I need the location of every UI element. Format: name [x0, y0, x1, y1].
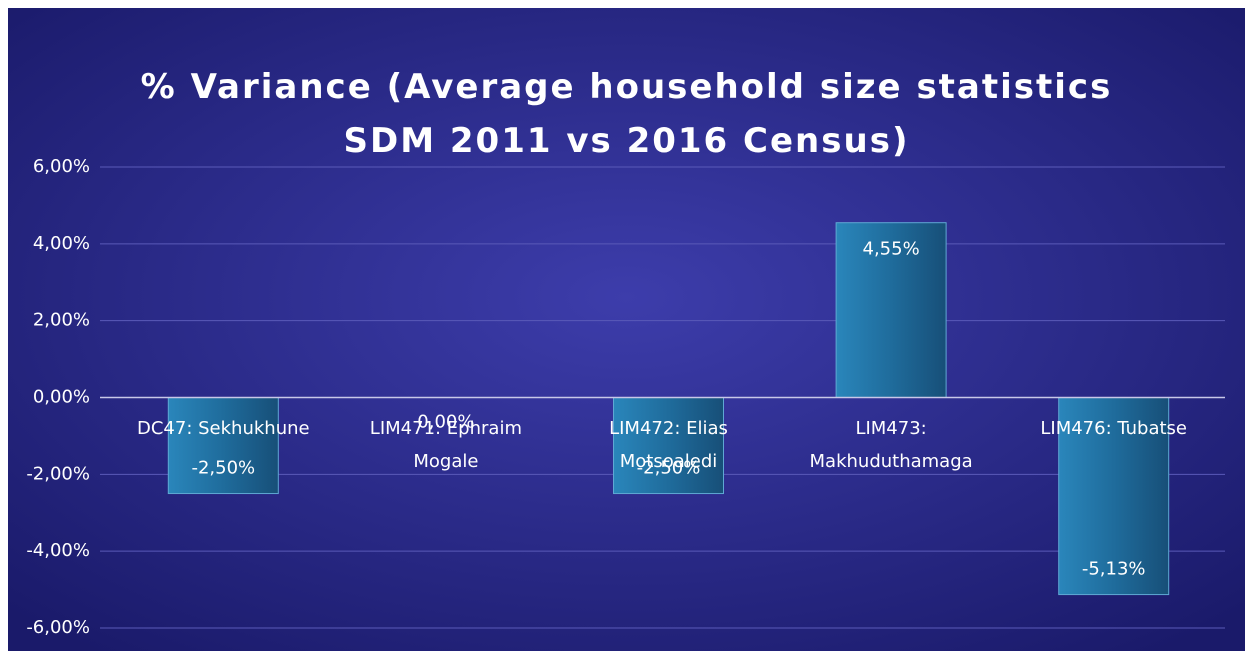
data-label: -2,50% [191, 458, 255, 479]
bar [613, 397, 724, 495]
data-label: -5,13% [1082, 559, 1146, 580]
chart-background [8, 8, 1245, 651]
x-tick-label: LIM471: Ephraim Mogale [369, 417, 522, 472]
data-label: 0,00% [417, 412, 474, 433]
data-label: -2,50% [637, 458, 701, 479]
x-tick-label: DC47: Sekhukhune [137, 417, 310, 439]
y-tick-label: 0,00% [33, 387, 90, 408]
bar [167, 397, 279, 495]
y-tick-label: 6,00% [33, 156, 90, 177]
x-tick-label: LIM473: Makhuduthamaga [809, 417, 973, 472]
y-tick-label: 2,00% [33, 310, 90, 331]
bar [1058, 397, 1170, 596]
bar [835, 222, 947, 398]
chart-title: % Variance (Average household size stati… [140, 67, 1113, 161]
y-tick-label: -2,00% [26, 463, 90, 484]
y-tick-label: -4,00% [26, 540, 90, 561]
data-label: 4,55% [863, 239, 920, 260]
x-tick-label: LIM472: Elias Motsoaledi [609, 417, 728, 472]
x-tick-label: LIM476: Tubatse [1040, 417, 1188, 439]
y-tick-label: -6,00% [26, 617, 90, 638]
y-tick-label: 4,00% [33, 233, 90, 254]
